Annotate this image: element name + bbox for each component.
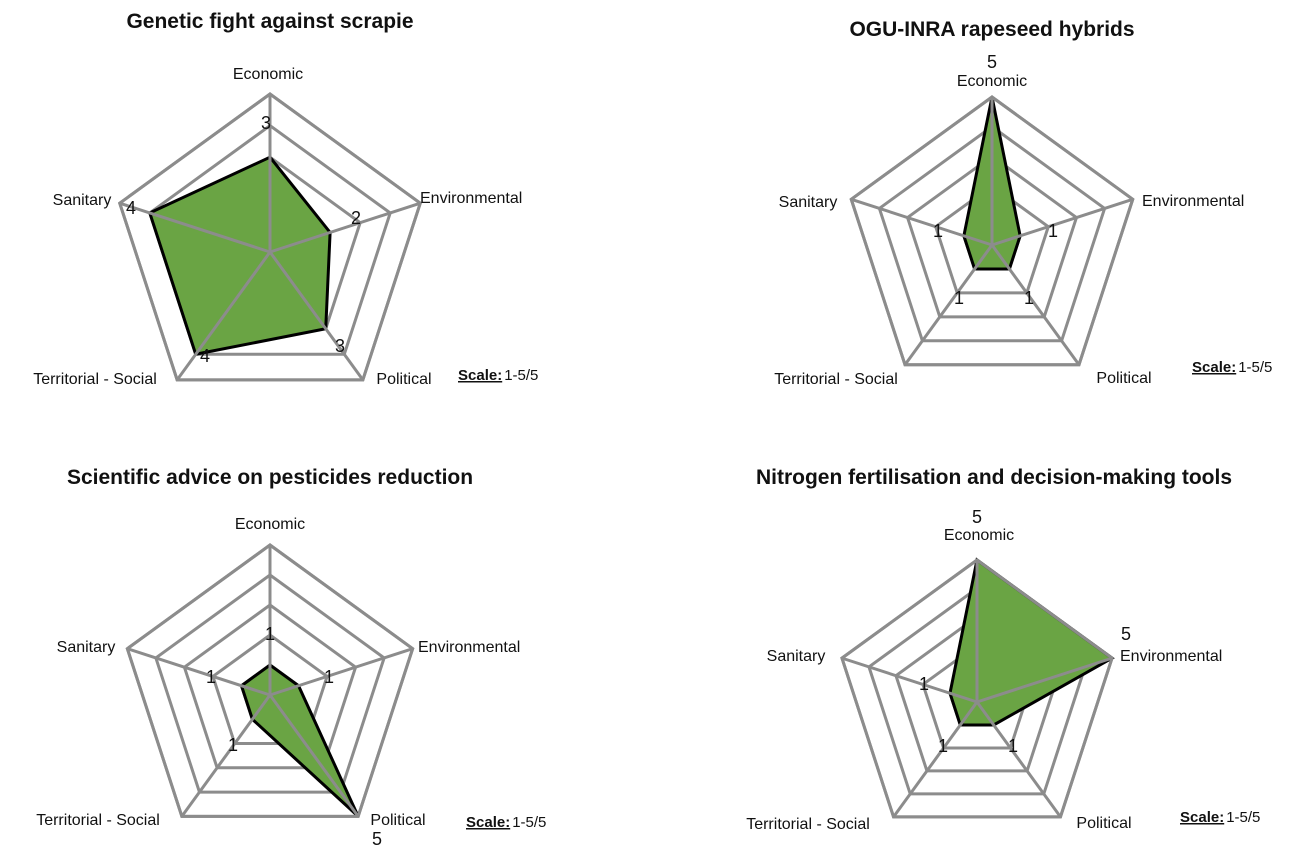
scale-note: Scale: 1-5/5	[1192, 359, 1272, 376]
value-label: 4	[126, 198, 136, 218]
radar-chart-3: Scientific advice on pesticides reductio…	[36, 466, 546, 846]
grid-ring-4	[148, 123, 392, 356]
grid-ring-4	[877, 124, 1107, 343]
value-label: 1	[1048, 221, 1058, 241]
axis-label: Sanitary	[779, 194, 838, 211]
grid-outer	[117, 92, 423, 382]
chart-title: Genetic fight against scrapie	[126, 10, 413, 33]
value-label: 1	[324, 667, 334, 687]
series-area	[147, 155, 332, 356]
axis-spoke	[180, 694, 272, 818]
scale-value: 1-5/5	[504, 367, 538, 384]
value-label: 1	[933, 221, 943, 241]
axis-label: Territorial - Social	[33, 371, 157, 388]
value-label: 5	[372, 829, 382, 846]
axis-label: Environmental	[420, 190, 522, 207]
scale-key: Scale:	[466, 814, 510, 831]
chart-title: OGU-INRA rapeseed hybrids	[849, 18, 1134, 41]
axis-label: Sanitary	[57, 639, 116, 656]
scale-note: Scale: 1-5/5	[1180, 809, 1260, 826]
axis-spoke	[268, 694, 360, 818]
axis-label: Political	[376, 371, 431, 388]
axis-label: Territorial - Social	[774, 371, 898, 388]
axis-label: Economic	[233, 66, 303, 83]
radar-chart-1: Genetic fight against scrapie Economic Env…	[33, 10, 538, 388]
axis-spoke	[126, 647, 271, 697]
axis-label: Political	[370, 812, 425, 829]
chart-title: Scientific advice on pesticides reductio…	[67, 466, 473, 489]
value-label: 5	[987, 52, 997, 72]
value-label: 1	[1024, 288, 1034, 308]
grid-ring-3	[905, 154, 1079, 319]
value-label: 2	[351, 208, 361, 228]
grid-ring-3	[182, 603, 358, 770]
grid-ring-4	[154, 573, 386, 794]
radar-chart-2: OGU-INRA rapeseed hybrids Economic Environ…	[774, 18, 1272, 388]
axis-spoke	[269, 201, 421, 254]
axis-label: Territorial - Social	[36, 812, 160, 829]
chart-title: Nitrogen fertilisation and decision-maki…	[756, 466, 1232, 489]
value-label: 5	[1121, 624, 1131, 644]
value-label: 4	[200, 346, 210, 366]
scale-value: 1-5/5	[512, 814, 546, 831]
axis-label: Economic	[235, 516, 305, 533]
axis-label: Environmental	[418, 639, 520, 656]
radar-chart-4: Nitrogen fertilisation and decision-maki…	[746, 466, 1260, 833]
axis-spoke	[975, 701, 1062, 818]
axis-label: Economic	[957, 73, 1027, 90]
value-label: 3	[261, 113, 271, 133]
scale-note: Scale: 1-5/5	[458, 367, 538, 384]
axis-label: Territorial - Social	[746, 816, 870, 833]
axis-label: Political	[1096, 370, 1151, 387]
value-label: 1	[954, 288, 964, 308]
axis-spoke	[892, 701, 979, 818]
axis-spoke	[903, 244, 994, 366]
axis-spoke	[175, 251, 272, 381]
value-label: 1	[206, 667, 216, 687]
scale-note: Scale: 1-5/5	[466, 814, 546, 831]
grid-ring-2	[933, 183, 1051, 295]
grid-outer	[849, 95, 1135, 367]
scale-value: 1-5/5	[1226, 809, 1260, 826]
grid-outer	[840, 558, 1114, 819]
axis-label: Political	[1076, 815, 1131, 832]
axis-label: Environmental	[1142, 193, 1244, 210]
value-label: 1	[938, 736, 948, 756]
value-label: 5	[972, 507, 982, 527]
scale-key: Scale:	[1192, 359, 1236, 376]
axis-spoke	[119, 201, 271, 254]
grid-outer	[125, 543, 415, 818]
value-label: 3	[335, 336, 345, 356]
axis-spoke	[990, 244, 1081, 366]
scale-key: Scale:	[1180, 809, 1224, 826]
axis-spoke	[976, 656, 1113, 704]
value-label: 1	[265, 624, 275, 644]
grid-ring-2	[211, 633, 329, 746]
axis-label: Economic	[944, 527, 1014, 544]
axis-label: Sanitary	[767, 648, 826, 665]
axis-spoke	[841, 656, 978, 704]
scale-value: 1-5/5	[1238, 359, 1272, 376]
value-label: 1	[919, 674, 929, 694]
axis-spoke	[991, 197, 1134, 247]
value-label: 1	[228, 735, 238, 755]
axis-label: Environmental	[1120, 648, 1222, 665]
value-label: 1	[1008, 736, 1018, 756]
axis-spoke	[268, 251, 365, 381]
axis-label: Sanitary	[53, 192, 112, 209]
axis-spoke	[269, 647, 414, 697]
axis-spoke	[850, 197, 993, 247]
scale-key: Scale:	[458, 367, 502, 384]
